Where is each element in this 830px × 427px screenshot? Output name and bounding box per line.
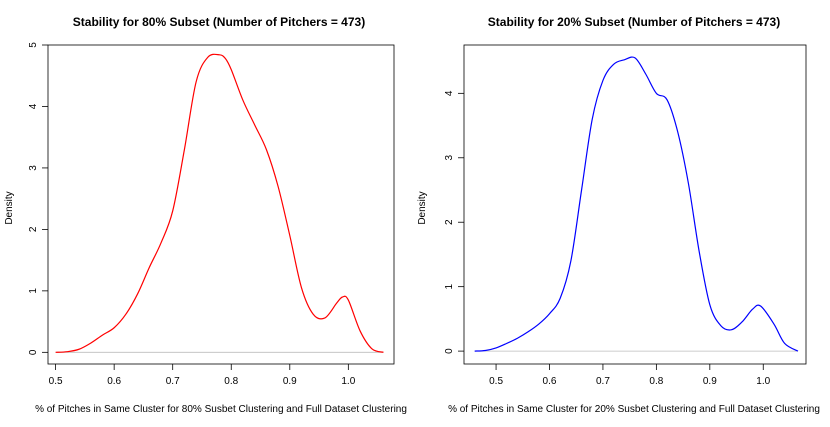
x-tick-label: 0.7 (166, 376, 180, 387)
x-tick-label: 1.0 (341, 376, 355, 387)
x-tick-label: 0.8 (224, 376, 238, 387)
y-tick-label: 3 (444, 155, 455, 161)
plot-frame (463, 44, 807, 365)
x-tick-label: 0.5 (489, 376, 503, 387)
density-curve-80 (55, 53, 384, 353)
y-axis: 0 1 2 3 4 5 (28, 42, 384, 355)
x-axis: 0.5 0.6 0.7 0.8 0.9 1.0 (489, 364, 771, 387)
x-tick-label: 0.9 (703, 376, 717, 387)
y-axis-label: Density (417, 191, 428, 224)
y-tick-label: 2 (444, 219, 455, 225)
x-axis-label: % of Pitches in Same Cluster for 80% Sus… (35, 404, 407, 415)
chart-title: Stability for 80% Subset (Number of Pitc… (73, 15, 365, 29)
y-tick-label: 3 (28, 165, 39, 171)
plot-frame (47, 44, 395, 365)
y-tick-label: 5 (28, 42, 39, 48)
y-tick-label: 0 (444, 348, 455, 354)
x-axis-label: % of Pitches in Same Cluster for 20% Sus… (448, 404, 820, 415)
y-tick-label: 2 (28, 226, 39, 232)
x-tick-label: 0.5 (49, 376, 63, 387)
y-tick-label: 4 (444, 90, 455, 96)
x-tick-label: 1.0 (756, 376, 770, 387)
chart-panel-80: Stability for 80% Subset (Number of Pitc… (4, 15, 407, 415)
chart-title: Stability for 20% Subset (Number of Pitc… (488, 15, 780, 29)
x-tick-label: 0.6 (107, 376, 121, 387)
x-tick-label: 0.6 (543, 376, 557, 387)
x-tick-label: 0.9 (283, 376, 297, 387)
y-tick-label: 1 (444, 283, 455, 289)
x-axis: 0.5 0.6 0.7 0.8 0.9 1.0 (49, 364, 356, 387)
y-tick-label: 1 (28, 288, 39, 294)
chart-panel-20: Stability for 20% Subset (Number of Pitc… (417, 15, 820, 415)
x-tick-label: 0.8 (649, 376, 663, 387)
y-axis: 0 1 2 3 4 (444, 90, 798, 354)
density-curve-20 (474, 56, 799, 352)
y-tick-label: 0 (28, 349, 39, 355)
y-axis-label: Density (4, 191, 15, 224)
y-tick-label: 4 (28, 103, 39, 109)
x-tick-label: 0.7 (596, 376, 610, 387)
